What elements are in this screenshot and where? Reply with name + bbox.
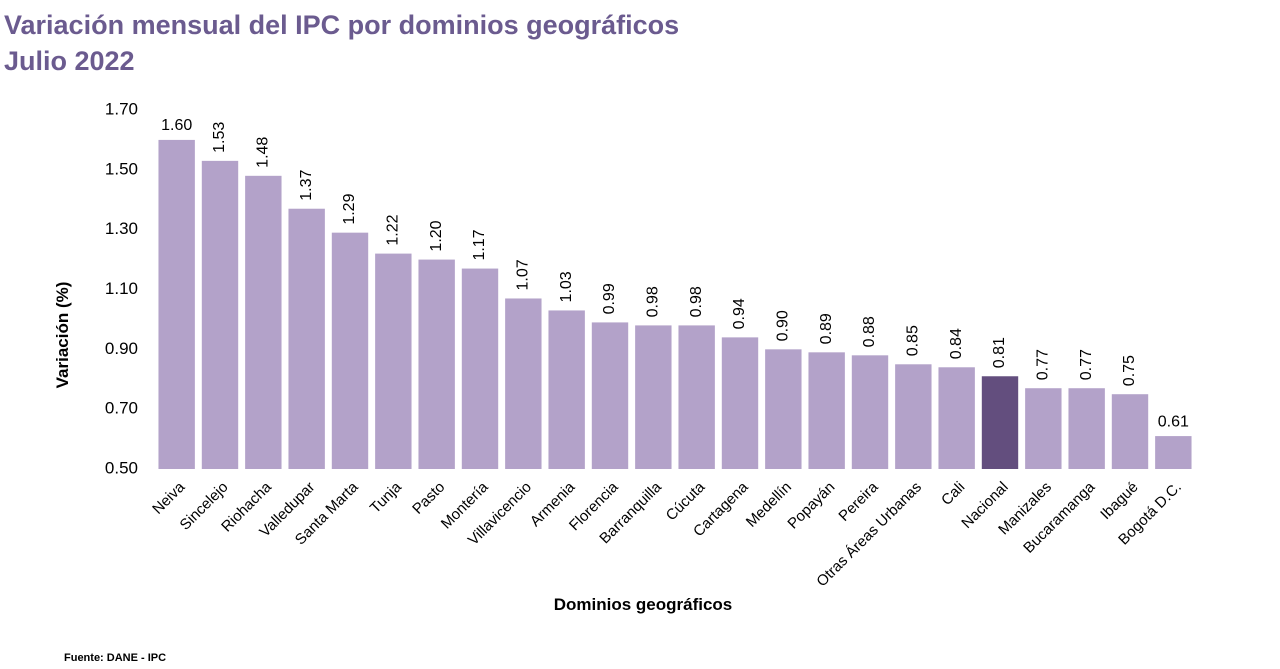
value-label: 1.37 (298, 169, 315, 200)
y-tick-label: 1.50 (105, 159, 138, 178)
x-tick-label: Neiva (149, 478, 189, 518)
bar (851, 355, 889, 469)
value-label: 0.98 (688, 286, 705, 317)
value-label: 0.90 (775, 310, 792, 341)
bar (1155, 436, 1192, 469)
bar (418, 259, 455, 469)
y-tick-label: 1.30 (105, 219, 138, 238)
bar (375, 253, 412, 469)
value-label: 0.99 (601, 283, 618, 314)
bar (678, 325, 715, 469)
bar (895, 364, 932, 469)
chart-title: Variación mensual del IPC por dominios g… (4, 10, 679, 40)
value-label: 0.98 (645, 286, 662, 317)
bar (245, 175, 282, 470)
value-label: 0.94 (731, 298, 748, 329)
value-label: 1.60 (161, 117, 192, 134)
value-label: 1.22 (385, 214, 402, 245)
value-label: 1.07 (515, 259, 532, 290)
bar (765, 349, 802, 469)
value-label: 0.89 (818, 313, 835, 344)
value-label: 0.61 (1158, 413, 1189, 430)
bar (808, 352, 845, 469)
x-tick-label: Pasto (409, 479, 448, 518)
bar (1068, 388, 1105, 469)
value-label: 0.81 (991, 337, 1008, 368)
value-label: 0.77 (1078, 349, 1095, 380)
bar (158, 139, 195, 469)
y-tick-label: 1.70 (105, 99, 138, 118)
y-axis-label: Variación (%) (53, 282, 72, 389)
bar (331, 232, 369, 469)
value-label: 1.53 (211, 122, 228, 153)
bar (505, 298, 542, 469)
bar (201, 160, 239, 469)
bar (1025, 388, 1062, 469)
bar (548, 310, 585, 469)
y-tick-label: 0.90 (105, 339, 138, 358)
x-tick-label: Cali (938, 479, 968, 509)
value-label: 1.03 (558, 271, 575, 302)
bar (1111, 394, 1149, 469)
bar (461, 268, 499, 469)
x-tick-label: Tunja (367, 478, 406, 517)
chart-subtitle: Julio 2022 (4, 46, 135, 76)
x-axis-label: Dominios geográficos (554, 595, 733, 614)
value-label: 0.77 (1035, 349, 1052, 380)
y-tick-label: 1.10 (105, 279, 138, 298)
bar (591, 322, 629, 469)
source-note: Fuente: DANE - IPC (64, 652, 166, 664)
value-label: 0.75 (1121, 355, 1138, 386)
bar (635, 325, 672, 469)
bar (288, 208, 325, 469)
y-tick-label: 0.50 (105, 458, 138, 477)
value-label: 1.17 (471, 229, 488, 260)
x-tick-label: Popayán (784, 479, 838, 533)
y-tick-label: 0.70 (105, 399, 138, 418)
bar (938, 367, 975, 469)
value-label: 0.84 (948, 328, 965, 359)
value-label: 1.20 (428, 220, 445, 251)
value-label: 1.29 (341, 193, 358, 224)
value-label: 0.85 (905, 325, 922, 356)
value-label: 1.48 (255, 137, 272, 168)
bar (721, 337, 759, 469)
bar (981, 376, 1019, 469)
value-label: 0.88 (861, 316, 878, 347)
